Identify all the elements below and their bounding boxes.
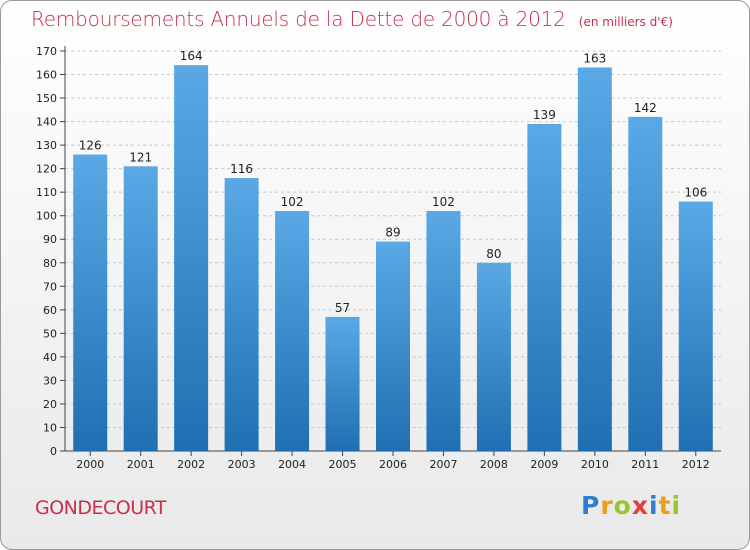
y-tick-label: 100 xyxy=(36,210,57,223)
logo-letter-2: o xyxy=(613,491,632,520)
bar xyxy=(628,116,663,451)
bar xyxy=(577,67,612,452)
y-tick-label: 130 xyxy=(36,139,57,152)
x-tick-label: 2012 xyxy=(682,458,710,471)
bar xyxy=(123,166,158,451)
y-tick-label: 150 xyxy=(36,92,57,105)
data-label: 106 xyxy=(684,186,707,200)
data-label: 126 xyxy=(79,139,102,153)
x-tick-label: 2006 xyxy=(379,458,407,471)
bar xyxy=(174,65,209,451)
commune-name: GONDECOURT xyxy=(35,497,167,519)
bar xyxy=(527,123,562,452)
bar xyxy=(325,316,360,451)
logo-letter-3: x xyxy=(631,491,649,520)
x-tick-label: 2002 xyxy=(177,458,205,471)
logo-letter-6: i xyxy=(671,491,682,520)
x-tick-label: 2007 xyxy=(429,458,457,471)
data-label: 121 xyxy=(129,150,152,164)
chart-title: Remboursements Annuels de la Dette de 20… xyxy=(31,7,566,31)
y-tick-label: 0 xyxy=(50,445,57,458)
bar xyxy=(275,211,310,451)
data-label: 102 xyxy=(281,195,304,209)
bar xyxy=(376,241,410,451)
y-tick-label: 90 xyxy=(43,233,57,246)
data-label: 142 xyxy=(634,101,657,115)
y-tick-label: 70 xyxy=(43,280,57,293)
y-tick-label: 40 xyxy=(43,351,57,364)
title-row: Remboursements Annuels de la Dette de 20… xyxy=(31,7,673,31)
y-tick-label: 120 xyxy=(36,163,57,176)
x-tick-label: 2003 xyxy=(228,458,256,471)
bar xyxy=(426,211,461,451)
x-tick-label: 2005 xyxy=(329,458,357,471)
x-tick-label: 2009 xyxy=(530,458,558,471)
y-tick-label: 30 xyxy=(43,374,57,387)
x-tick-label: 2004 xyxy=(278,458,306,471)
x-tick-label: 2000 xyxy=(76,458,104,471)
x-tick-label: 2010 xyxy=(581,458,609,471)
chart-subtitle: (en milliers d'€) xyxy=(578,15,673,29)
data-label: 139 xyxy=(533,108,556,122)
y-tick-label: 110 xyxy=(36,186,57,199)
data-label: 163 xyxy=(583,51,606,65)
data-label: 80 xyxy=(486,247,501,261)
y-tick-label: 50 xyxy=(43,327,57,340)
data-label: 89 xyxy=(385,226,400,240)
logo-letter-0: P xyxy=(581,491,601,520)
y-tick-label: 20 xyxy=(43,398,57,411)
y-tick-label: 80 xyxy=(43,257,57,270)
data-label: 57 xyxy=(335,301,350,315)
bar xyxy=(678,201,713,451)
bar xyxy=(73,154,108,451)
bar xyxy=(476,262,511,451)
y-tick-label: 140 xyxy=(36,116,57,129)
logo-letter-5: t xyxy=(658,491,672,520)
proxiti-logo: Proxiti xyxy=(581,491,681,520)
y-tick-label: 60 xyxy=(43,304,57,317)
x-tick-label: 2008 xyxy=(480,458,508,471)
data-label: 116 xyxy=(230,162,253,176)
y-tick-label: 160 xyxy=(36,69,57,82)
x-tick-label: 2001 xyxy=(127,458,155,471)
logo-letter-1: r xyxy=(600,491,614,520)
bar xyxy=(224,178,259,451)
y-tick-label: 170 xyxy=(36,45,57,58)
data-label: 164 xyxy=(180,49,203,63)
data-label: 102 xyxy=(432,195,455,209)
logo-letter-4: i xyxy=(649,491,659,520)
x-tick-label: 2011 xyxy=(631,458,659,471)
y-tick-label: 10 xyxy=(43,421,57,434)
